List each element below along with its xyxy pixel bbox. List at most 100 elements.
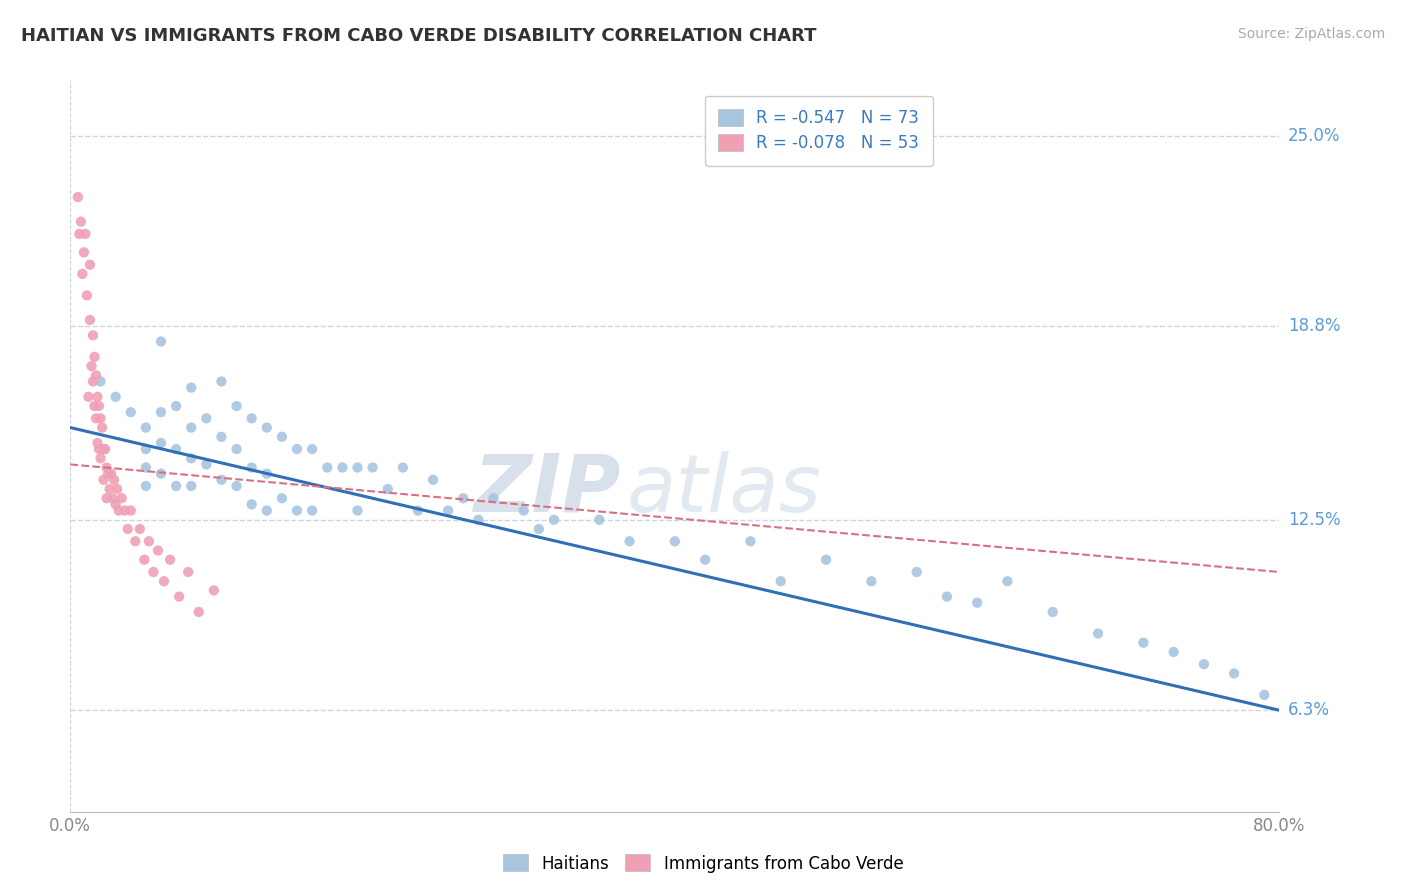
- Point: [66, 190, 89, 204]
- Point: [97, 467, 120, 481]
- Point: [1192, 657, 1215, 672]
- Point: [84, 368, 107, 383]
- Point: [83, 350, 105, 364]
- Point: [966, 596, 988, 610]
- Point: [346, 460, 368, 475]
- Text: Source: ZipAtlas.com: Source: ZipAtlas.com: [1237, 27, 1385, 41]
- Point: [527, 522, 550, 536]
- Point: [98, 482, 121, 496]
- Point: [377, 482, 399, 496]
- Point: [104, 390, 127, 404]
- Point: [240, 411, 263, 425]
- Point: [146, 543, 169, 558]
- Point: [77, 390, 100, 404]
- Point: [467, 513, 489, 527]
- Point: [619, 534, 641, 549]
- Point: [180, 381, 202, 395]
- Point: [453, 491, 475, 506]
- Point: [72, 267, 94, 281]
- Point: [104, 497, 127, 511]
- Point: [111, 491, 134, 506]
- Point: [225, 399, 247, 413]
- Point: [96, 491, 118, 506]
- Point: [117, 522, 139, 536]
- Point: [482, 491, 505, 506]
- Point: [301, 442, 323, 456]
- Point: [301, 503, 323, 517]
- Point: [165, 442, 187, 456]
- Point: [150, 405, 172, 419]
- Point: [91, 420, 114, 434]
- Point: [67, 227, 90, 241]
- Point: [815, 552, 838, 566]
- Point: [1223, 666, 1246, 681]
- Point: [346, 503, 368, 517]
- Point: [391, 460, 415, 475]
- Point: [1163, 645, 1185, 659]
- Point: [80, 359, 103, 373]
- Point: [422, 473, 444, 487]
- Point: [150, 436, 172, 450]
- Text: atlas: atlas: [627, 450, 821, 529]
- Point: [225, 479, 247, 493]
- Point: [905, 565, 928, 579]
- Point: [270, 491, 294, 506]
- Point: [543, 513, 565, 527]
- Point: [79, 313, 101, 327]
- Point: [1087, 626, 1109, 640]
- Point: [90, 411, 111, 425]
- Point: [79, 258, 101, 272]
- Point: [270, 430, 294, 444]
- Point: [202, 583, 225, 598]
- Point: [180, 451, 202, 466]
- Point: [86, 390, 108, 404]
- Point: [135, 442, 157, 456]
- Point: [159, 552, 181, 566]
- Point: [128, 522, 150, 536]
- Point: [769, 574, 792, 589]
- Point: [165, 399, 187, 413]
- Point: [225, 442, 247, 456]
- Point: [180, 420, 202, 434]
- Point: [693, 552, 716, 566]
- Point: [82, 328, 104, 343]
- Point: [93, 442, 115, 456]
- Legend: R = -0.547   N = 73, R = -0.078   N = 53: R = -0.547 N = 73, R = -0.078 N = 53: [704, 96, 932, 166]
- Point: [240, 460, 263, 475]
- Point: [316, 460, 339, 475]
- Point: [256, 503, 278, 517]
- Point: [167, 590, 190, 604]
- Point: [285, 503, 308, 517]
- Point: [1132, 636, 1154, 650]
- Point: [211, 473, 233, 487]
- Point: [588, 513, 610, 527]
- Text: 18.8%: 18.8%: [1288, 318, 1340, 335]
- Point: [211, 430, 233, 444]
- Point: [83, 399, 105, 413]
- Point: [177, 565, 200, 579]
- Point: [195, 411, 218, 425]
- Point: [101, 491, 124, 506]
- Point: [180, 479, 202, 493]
- Point: [285, 442, 308, 456]
- Point: [105, 482, 128, 496]
- Point: [740, 534, 762, 549]
- Point: [406, 503, 429, 517]
- Point: [135, 460, 157, 475]
- Point: [100, 467, 122, 481]
- Point: [107, 503, 129, 517]
- Point: [134, 552, 156, 566]
- Text: 6.3%: 6.3%: [1288, 701, 1330, 719]
- Point: [153, 574, 176, 589]
- Point: [124, 534, 146, 549]
- Point: [664, 534, 686, 549]
- Point: [94, 442, 117, 456]
- Point: [1253, 688, 1275, 702]
- Point: [256, 467, 278, 481]
- Point: [86, 436, 108, 450]
- Point: [75, 227, 97, 241]
- Text: 25.0%: 25.0%: [1288, 127, 1340, 145]
- Legend: Haitians, Immigrants from Cabo Verde: Haitians, Immigrants from Cabo Verde: [496, 847, 910, 880]
- Point: [82, 375, 104, 389]
- Point: [120, 503, 142, 517]
